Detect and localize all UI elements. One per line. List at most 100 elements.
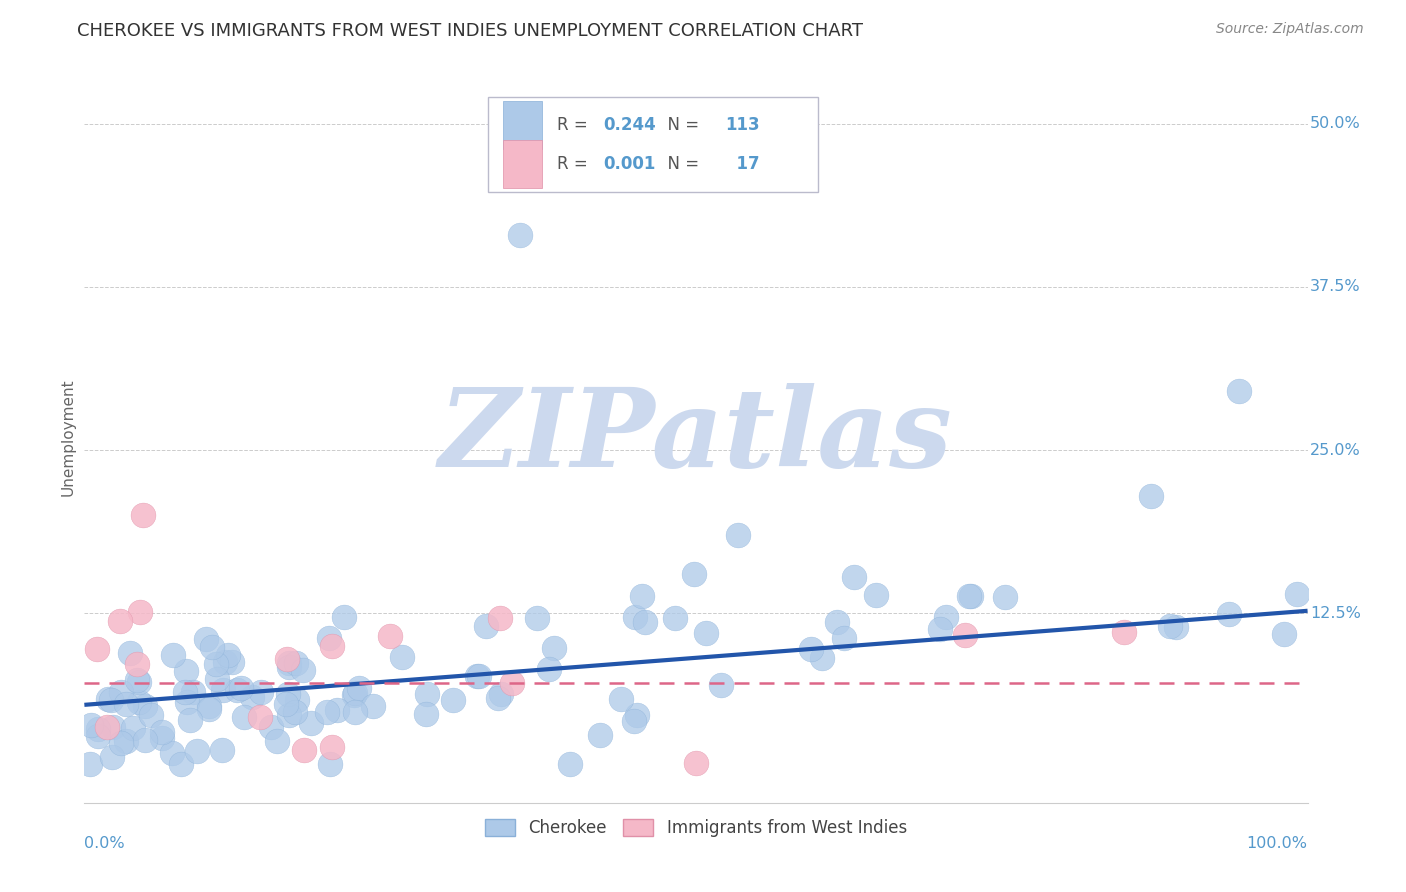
Point — [391, 650, 413, 665]
Point — [214, 655, 236, 669]
Point — [96, 720, 118, 734]
Point — [132, 508, 155, 523]
Point — [173, 684, 195, 698]
Point — [232, 710, 254, 724]
Point — [221, 655, 243, 669]
Point — [509, 227, 531, 242]
Point — [502, 675, 524, 690]
Point — [543, 640, 565, 655]
Point — [842, 570, 865, 584]
Text: 50.0%: 50.0% — [1310, 116, 1361, 131]
Point — [1159, 619, 1181, 633]
Bar — [503, 140, 541, 188]
Point — [415, 706, 437, 721]
Point — [610, 691, 633, 706]
Point — [110, 736, 132, 750]
Point — [162, 648, 184, 662]
Point — [100, 750, 122, 764]
Point — [935, 610, 957, 624]
Point — [318, 631, 340, 645]
Point — [1285, 587, 1308, 601]
Point — [292, 743, 315, 757]
Point — [321, 739, 343, 754]
Point — [285, 656, 308, 670]
Point — [343, 688, 366, 702]
Point — [623, 714, 645, 728]
Point — [127, 657, 149, 671]
Point — [1218, 607, 1240, 621]
Point — [284, 705, 307, 719]
Text: 0.0%: 0.0% — [84, 836, 125, 851]
Point — [928, 623, 950, 637]
Point — [79, 756, 101, 771]
Point — [623, 610, 645, 624]
Point — [114, 734, 136, 748]
Text: 17: 17 — [725, 155, 761, 173]
Text: ZIPatlas: ZIPatlas — [439, 384, 953, 491]
Point — [468, 668, 491, 682]
Point — [277, 707, 299, 722]
Point — [960, 590, 983, 604]
Point — [240, 690, 263, 704]
Point — [128, 605, 150, 619]
Point — [560, 756, 582, 771]
Point — [278, 659, 301, 673]
Point — [277, 656, 299, 670]
Point — [441, 693, 464, 707]
Point — [181, 684, 204, 698]
Point — [150, 731, 173, 746]
Point — [100, 693, 122, 707]
Point — [201, 640, 224, 654]
Point — [695, 625, 717, 640]
Text: 0.244: 0.244 — [603, 116, 655, 134]
Point — [827, 615, 849, 630]
Point — [250, 684, 273, 698]
Point — [125, 673, 148, 687]
Point — [291, 663, 314, 677]
Point — [249, 709, 271, 723]
Point — [110, 684, 132, 698]
Point — [326, 702, 349, 716]
Point — [710, 677, 733, 691]
Point — [110, 614, 132, 628]
Point — [266, 734, 288, 748]
Point — [134, 698, 156, 713]
Point — [811, 650, 834, 665]
Text: 25.0%: 25.0% — [1310, 442, 1361, 458]
Point — [211, 743, 233, 757]
Point — [176, 665, 198, 679]
Bar — [503, 101, 541, 149]
Point — [634, 615, 657, 629]
Point — [321, 639, 343, 653]
Point — [205, 657, 228, 671]
Point — [97, 691, 120, 706]
Point — [416, 687, 439, 701]
Point — [276, 697, 298, 711]
Point — [1227, 384, 1250, 399]
Point — [205, 672, 228, 686]
Point — [380, 630, 402, 644]
Point — [316, 706, 339, 720]
Point — [160, 746, 183, 760]
Point — [128, 674, 150, 689]
Point — [217, 648, 239, 662]
Point — [727, 528, 749, 542]
Text: 37.5%: 37.5% — [1310, 279, 1361, 294]
Point — [80, 718, 103, 732]
Point — [118, 646, 141, 660]
Y-axis label: Unemployment: Unemployment — [60, 378, 76, 496]
Point — [957, 589, 980, 603]
Point — [103, 720, 125, 734]
Point — [276, 652, 298, 666]
Point — [134, 733, 156, 747]
FancyBboxPatch shape — [488, 97, 818, 192]
Text: 12.5%: 12.5% — [1310, 606, 1361, 621]
Point — [176, 695, 198, 709]
Point — [179, 714, 201, 728]
Point — [114, 697, 136, 711]
Point — [465, 669, 488, 683]
Point — [128, 695, 150, 709]
Point — [800, 641, 823, 656]
Point — [589, 728, 612, 742]
Text: R =: R = — [557, 155, 592, 173]
